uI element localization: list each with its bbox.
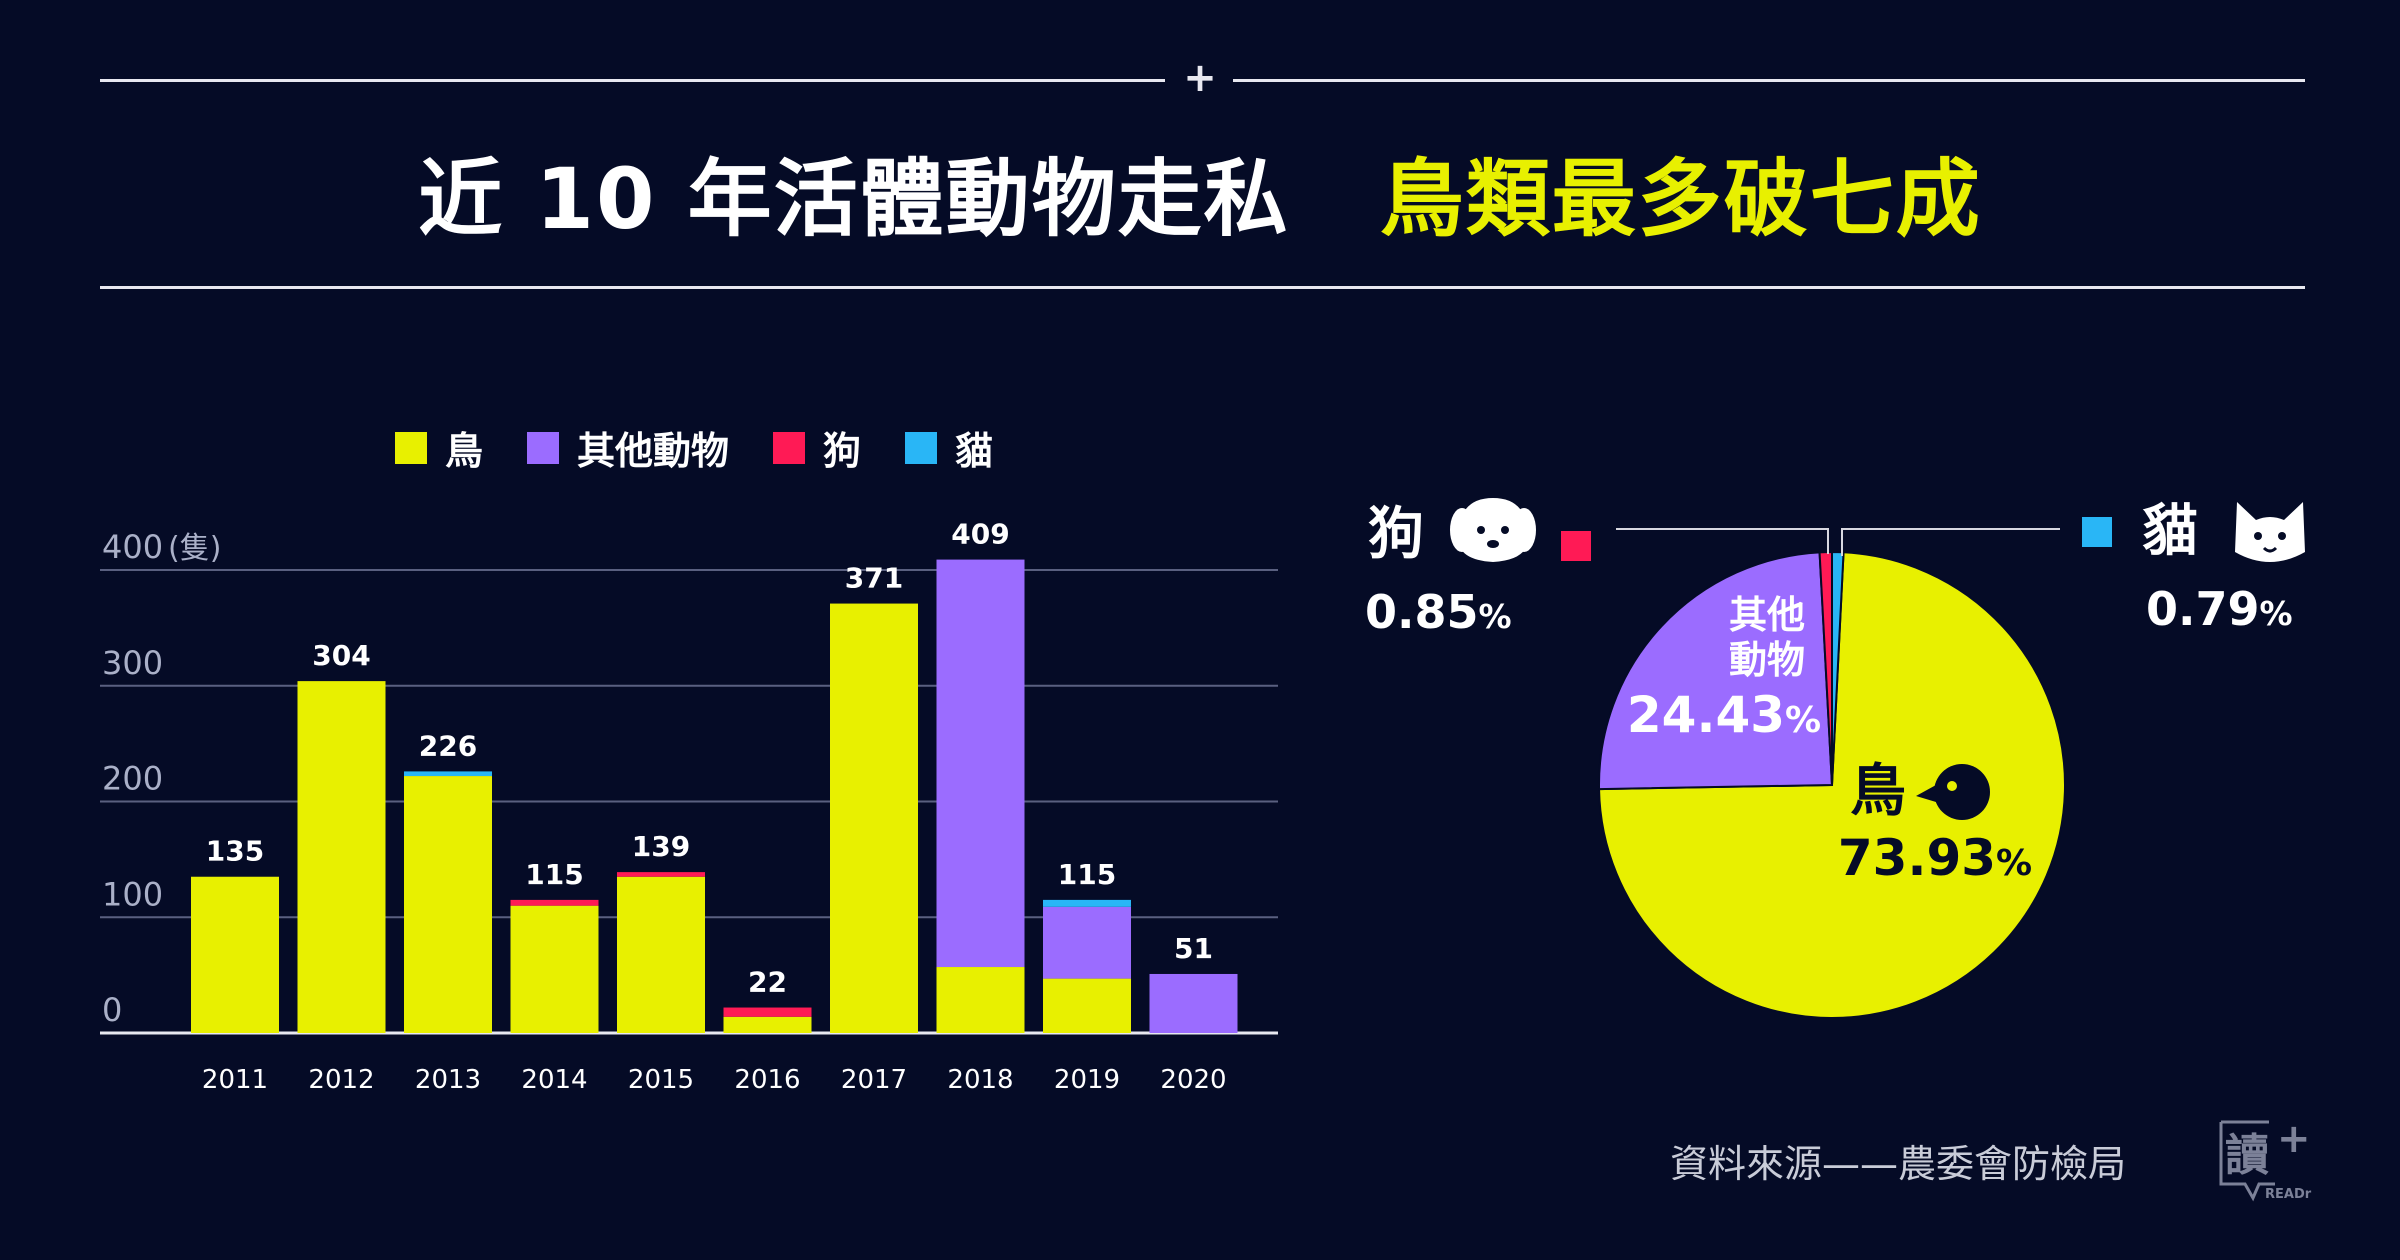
x-tick-label: 2011 [202, 1065, 268, 1095]
dog-swatch [1561, 531, 1591, 561]
title-main: 近 10 年活體動物走私 [418, 150, 1290, 248]
dog-icon-nose [1487, 540, 1499, 548]
bar-segment [191, 876, 279, 1033]
bar-total-label: 139 [632, 830, 690, 863]
bar-segment [1043, 906, 1131, 979]
legend-swatch-cat [905, 431, 938, 464]
pie-slice [1598, 551, 1834, 791]
logo-plus: + [2277, 1118, 2311, 1162]
legend-item-cat: 貓 [905, 420, 993, 475]
legend-label-dog: 狗 [823, 429, 862, 473]
x-tick-label: 2013 [415, 1065, 481, 1095]
bar-segment [510, 905, 599, 1033]
readr-logo: 讀 + READr [2219, 1118, 2312, 1202]
legend-item-bird: 鳥 [395, 420, 483, 475]
source-note: 資料來源——農委會防檢局 [1670, 1142, 2127, 1186]
bar-segment [1043, 899, 1131, 907]
y-tick-label: 100 [102, 875, 163, 913]
bar-segment [830, 603, 918, 1033]
bar-segment [617, 876, 705, 1033]
pie-label-dog: 狗 [1368, 502, 1424, 567]
bar-segment [1043, 978, 1131, 1033]
legend-label-other: 其他動物 [577, 429, 730, 473]
legend-swatch-bird [395, 431, 427, 464]
bar-segment [404, 776, 492, 1033]
bar-segment [404, 771, 492, 777]
chart-canvas: 0 100 200 300 400 (隻) 135 2011 304 2012 226 2013 115… [100, 498, 2305, 1095]
pie-value-cat: 0.79% [2146, 582, 2293, 636]
chart-legend: 鳥 其他動物 狗 貓 [395, 420, 1037, 475]
page-title: 近 10 年活體動物走私 鳥類最多破七成 [0, 132, 2400, 253]
bar-total-label: 22 [748, 966, 787, 999]
cat-swatch [2082, 517, 2112, 547]
pie-value-dog: 0.85% [1365, 585, 1512, 639]
bar-segment [723, 1007, 812, 1017]
bar-segment [617, 872, 705, 877]
cat-icon-mouth [2262, 546, 2278, 553]
logo-brand: READr [2265, 1187, 2312, 1202]
x-tick-label: 2019 [1054, 1065, 1120, 1095]
cat-icon-eye-left [2254, 532, 2262, 540]
dog-icon-eye-left [1477, 526, 1485, 534]
cat-leader-line [1841, 528, 2060, 556]
pie-value-other: 24.43% [1627, 686, 1821, 744]
bar-total-label: 371 [845, 562, 903, 595]
x-tick-label: 2018 [947, 1065, 1013, 1095]
pie-slice [1831, 550, 1845, 786]
legend-label-cat: 貓 [955, 429, 994, 473]
bar-total-label: 115 [1058, 858, 1116, 891]
cat-icon-eye-right [2278, 532, 2286, 540]
bar-total-label: 226 [419, 729, 477, 762]
legend-item-dog: 狗 [773, 420, 861, 475]
title-highlight: 鳥類最多破七成 [1379, 150, 1982, 248]
y-tick-label: 300 [102, 644, 163, 682]
bar-segment [510, 899, 599, 906]
bar-total-label: 51 [1174, 932, 1213, 965]
x-tick-label: 2016 [734, 1065, 800, 1095]
x-tick-label: 2014 [521, 1065, 587, 1095]
y-unit-label: (隻) [168, 531, 221, 566]
legend-item-other: 其他動物 [527, 420, 729, 475]
dog-icon [1458, 498, 1528, 562]
legend-swatch-dog [773, 431, 806, 464]
plus-mark: + [1183, 55, 1217, 101]
y-tick-label: 400 [102, 528, 163, 566]
x-tick-label: 2020 [1160, 1065, 1226, 1095]
bar-segment [936, 559, 1025, 968]
bar-segment [723, 1016, 812, 1033]
bar-segment [1149, 973, 1238, 1033]
pie-label-cat: 貓 [2142, 499, 2198, 564]
bird-icon-eye [1947, 781, 1957, 791]
pie-label-other-line1: 其他 [1729, 593, 1805, 637]
bar-total-label: 135 [206, 835, 264, 868]
top-rule-left [100, 79, 1165, 82]
dog-icon-ear-left [1450, 508, 1474, 552]
title-underline [100, 286, 2305, 289]
bird-icon-beak [1916, 785, 1936, 802]
pie-value-bird: 73.93% [1838, 829, 2032, 887]
pie-label-other-line2: 動物 [1729, 638, 1805, 682]
dog-leader-line [1616, 528, 1829, 554]
x-tick-label: 2015 [628, 1065, 694, 1095]
bar-segment [297, 681, 386, 1033]
bar-total-label: 115 [525, 858, 583, 891]
bar-total-label: 409 [951, 518, 1009, 551]
logo-glyph: 讀 [2225, 1130, 2269, 1181]
dog-icon-eye-right [1501, 526, 1509, 534]
legend-label-bird: 鳥 [445, 429, 484, 473]
bar-total-label: 304 [312, 639, 370, 672]
dog-icon-ear-right [1512, 508, 1536, 552]
legend-swatch-other [527, 431, 560, 464]
top-rule-right [1233, 79, 2305, 82]
y-tick-label: 0 [102, 991, 122, 1029]
y-tick-label: 200 [102, 760, 163, 798]
pie-label-bird: 鳥 [1850, 759, 1906, 824]
bird-icon [1934, 764, 1990, 820]
x-tick-label: 2012 [308, 1065, 374, 1095]
cat-icon [2235, 502, 2305, 562]
bar-segment [936, 967, 1025, 1033]
x-tick-label: 2017 [841, 1065, 907, 1095]
